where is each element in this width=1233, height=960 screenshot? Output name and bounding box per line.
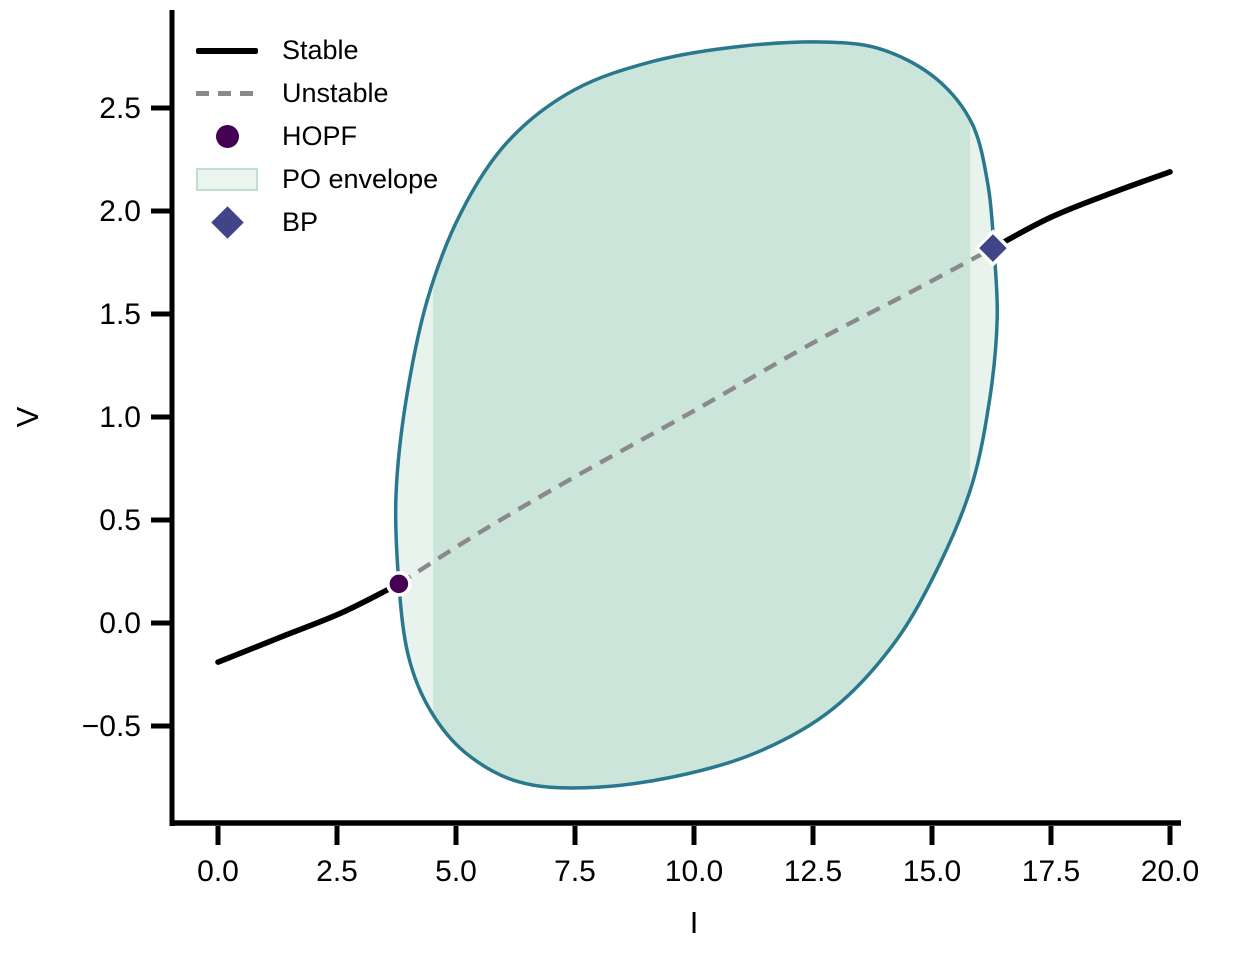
legend-label-po-envelope: PO envelope xyxy=(282,164,439,194)
plot-legend: Stable Unstable HOPF PO envelope BP xyxy=(192,29,438,244)
y-tick-label: 0.5 xyxy=(99,504,141,537)
legend-item-po-envelope: PO envelope xyxy=(192,158,438,201)
axes: 0.0 2.5 5.0 7.5 10.0 12.5 15.0 17.5 20.0 −0.5 0.0 0… xyxy=(10,10,1199,940)
hopf-marker-swatch xyxy=(215,125,239,148)
unstable-line-swatch xyxy=(196,91,258,96)
y-tick-label: 2.0 xyxy=(99,195,141,228)
x-tick-label: 7.5 xyxy=(554,855,596,888)
y-tick-label: −0.5 xyxy=(82,710,141,743)
legend-item-stable: Stable xyxy=(192,29,438,72)
stable-branch-line-0 xyxy=(215,581,402,665)
x-tick-label: 0.0 xyxy=(197,855,239,888)
x-tick-label: 15.0 xyxy=(903,855,961,888)
legend-label-stable: Stable xyxy=(282,35,359,65)
hopf-marker xyxy=(386,571,412,597)
x-tick-label: 20.0 xyxy=(1141,855,1199,888)
legend-item-hopf: HOPF xyxy=(192,115,438,158)
y-tick-label: 1.5 xyxy=(99,298,141,331)
legend-item-unstable: Unstable xyxy=(192,72,438,115)
x-tick-label: 12.5 xyxy=(784,855,842,888)
po-envelope-region xyxy=(433,41,971,788)
x-tick-label: 2.5 xyxy=(316,855,358,888)
legend-label-bp: BP xyxy=(282,207,319,237)
bp-marker xyxy=(974,229,1012,267)
legend-item-bp: BP xyxy=(192,201,438,244)
po-envelope-swatch xyxy=(196,168,258,191)
x-axis-label: I xyxy=(690,905,699,940)
stable-line-swatch xyxy=(196,47,258,54)
stable-branch-line-2 xyxy=(990,169,1173,251)
x-tick-label: 5.0 xyxy=(435,855,477,888)
x-tick-label: 10.0 xyxy=(665,855,723,888)
y-tick-label: 2.5 xyxy=(99,92,141,125)
y-tick-label: 1.0 xyxy=(99,401,141,434)
legend-label-unstable: Unstable xyxy=(282,78,389,108)
unstable-branch-line xyxy=(397,246,994,586)
y-axis-label: V xyxy=(10,406,45,427)
y-tick-label: 0.0 xyxy=(99,607,141,640)
bp-marker-swatch xyxy=(210,206,244,239)
legend-label-hopf: HOPF xyxy=(282,121,358,151)
x-tick-label: 17.5 xyxy=(1022,855,1080,888)
